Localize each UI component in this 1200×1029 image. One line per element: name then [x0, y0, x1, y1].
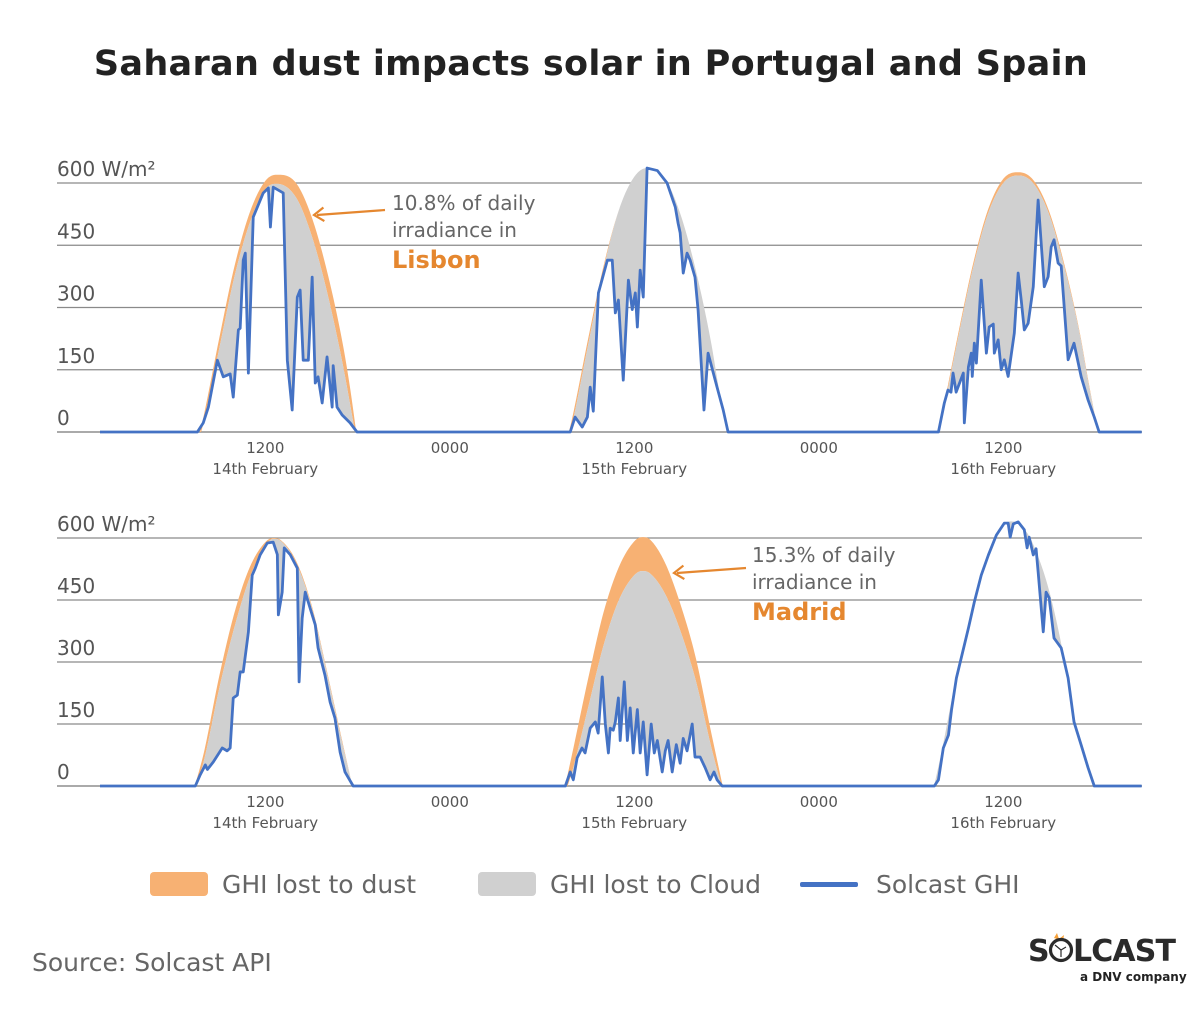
x-tick-label: 1200: [246, 439, 284, 457]
logo-tagline: a DNV company: [1080, 970, 1187, 984]
dust-loss-area: [565, 537, 723, 786]
x-tick-date: 14th February: [212, 814, 318, 832]
legend-label: GHI lost to dust: [222, 869, 417, 899]
legend-swatch-dust: [150, 872, 208, 896]
y-tick-label: 450: [57, 219, 95, 243]
y-tick-label: 450: [57, 574, 95, 598]
x-tick-date: 16th February: [950, 460, 1056, 478]
y-tick-label: 600 W/m²: [57, 157, 156, 181]
chart-title: Saharan dust impacts solar in Portugal a…: [93, 44, 1089, 84]
x-tick-date: 15th February: [581, 460, 687, 478]
x-tick-date: 16th February: [950, 814, 1056, 832]
legend-item-ghi: Solcast GHI: [800, 868, 1020, 900]
annotation-lisbon: 10.8% of daily irradiance in Lisbon: [392, 190, 535, 276]
sun-icon: [1048, 933, 1074, 963]
cloud-loss-area: [937, 175, 1100, 432]
y-tick-label: 600 W/m²: [57, 512, 156, 536]
annotation-line: irradiance in: [392, 218, 517, 242]
legend-item-dust: GHI lost to dust: [150, 868, 416, 900]
y-tick-label: 150: [57, 698, 95, 722]
annotation-line: 10.8% of daily: [392, 191, 536, 215]
y-tick-label: 300: [57, 636, 95, 660]
cloud-loss-area: [568, 168, 728, 433]
solcast-ghi-line: [100, 166, 1142, 434]
x-tick-label: 0000: [800, 439, 838, 457]
annotation-line: irradiance in: [752, 570, 877, 594]
chart-panel-1: 600 W/m² 450 300 150 0 1200 14th February 0000 1…: [57, 157, 1142, 478]
dust-loss-area: [934, 521, 1094, 786]
cloud-loss-area: [934, 521, 1094, 786]
x-tick-label: 0000: [800, 793, 838, 811]
legend-label: Solcast GHI: [876, 869, 1020, 899]
x-tick-label: 1200: [246, 793, 284, 811]
x-tick-label: 0000: [431, 439, 469, 457]
legend-label: GHI lost to Cloud: [550, 869, 761, 899]
cloud-loss-area: [197, 183, 357, 432]
legend-swatch-ghi: [800, 881, 858, 887]
y-tick-label: 150: [57, 344, 95, 368]
y-tick-label: 0: [57, 760, 70, 784]
y-tick-label: 0: [57, 406, 70, 430]
annotation-highlight: Madrid: [752, 598, 847, 626]
dust-loss-area: [197, 174, 357, 432]
solcast-logo: S LCAST a DNV company: [1028, 930, 1187, 984]
x-tick-label: 1200: [984, 793, 1022, 811]
annotation-madrid: 15.3% of daily irradiance in Madrid: [752, 542, 895, 628]
cloud-loss-area: [194, 538, 353, 786]
svg-text:S: S: [1028, 934, 1050, 969]
solcast-ghi-line: [100, 520, 1142, 788]
annotation-line: 15.3% of daily: [752, 543, 896, 567]
x-tick-label: 1200: [615, 439, 653, 457]
legend-swatch-cloud: [478, 872, 536, 896]
x-tick-label: 1200: [615, 793, 653, 811]
x-tick-label: 0000: [431, 793, 469, 811]
annotation-highlight: Lisbon: [392, 246, 481, 274]
x-tick-date: 15th February: [581, 814, 687, 832]
legend-item-cloud: GHI lost to Cloud: [478, 868, 761, 900]
source-note: Source: Solcast API: [32, 948, 272, 977]
annotation-arrow: [312, 206, 386, 223]
x-tick-label: 1200: [984, 439, 1022, 457]
solcast-logo-mark: S LCAST: [1028, 933, 1177, 969]
y-tick-label: 300: [57, 282, 95, 306]
annotation-arrow: [672, 564, 747, 581]
cloud-loss-area: [565, 571, 723, 786]
svg-text:LCAST: LCAST: [1073, 934, 1177, 969]
x-tick-date: 14th February: [212, 460, 318, 478]
chart-panel-2: 600 W/m² 450 300 150 0 1200 14th February 0000 1…: [57, 512, 1142, 832]
